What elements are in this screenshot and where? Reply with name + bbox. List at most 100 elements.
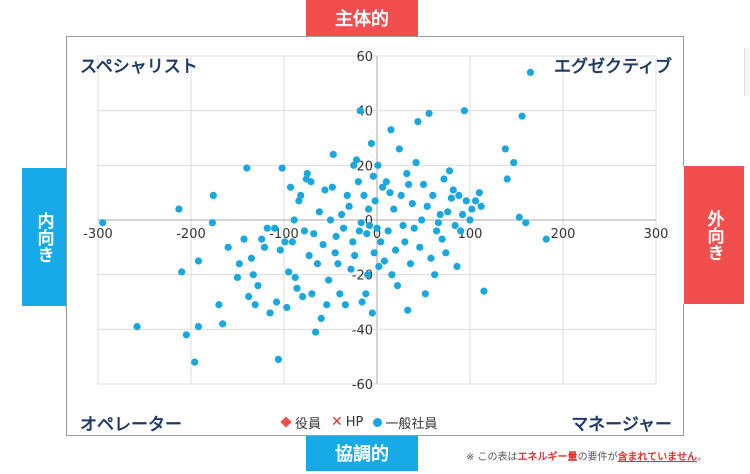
data-point <box>288 238 296 246</box>
data-point <box>278 164 286 172</box>
data-point <box>274 355 283 363</box>
data-point <box>419 180 428 189</box>
data-point <box>374 161 382 169</box>
footnote-prefix: ※ この表は <box>466 452 518 463</box>
data-point <box>440 175 448 183</box>
data-point <box>369 172 377 180</box>
legend-label: 役員 <box>295 416 322 432</box>
data-point <box>365 205 373 213</box>
data-point <box>384 227 392 235</box>
data-point <box>308 290 316 298</box>
data-point <box>382 178 390 186</box>
data-point <box>224 243 232 251</box>
data-point <box>247 254 256 262</box>
data-point <box>477 202 485 210</box>
data-point <box>254 282 262 290</box>
legend-item-executive[interactable]: 役員 <box>280 413 322 432</box>
footnote: ※ この表はエネルギー量の要件が含まれていません。 <box>466 448 707 463</box>
data-point <box>387 126 395 134</box>
data-point <box>460 107 469 115</box>
data-point <box>414 118 422 126</box>
circle-marker-icon <box>373 417 383 427</box>
data-point <box>442 249 450 257</box>
y-tick-label: 20 <box>356 159 373 174</box>
data-point <box>219 320 227 328</box>
data-point <box>351 251 359 260</box>
cooperative-label: 協調的 <box>306 435 418 471</box>
data-point <box>515 213 523 221</box>
data-point <box>345 202 353 210</box>
data-point <box>338 210 346 219</box>
data-point <box>317 314 325 322</box>
data-point <box>352 156 361 164</box>
data-point <box>436 210 444 219</box>
data-point <box>355 227 363 235</box>
quadrant-label-operator: オペレーター <box>80 415 182 435</box>
data-point <box>300 227 309 235</box>
data-point <box>358 298 366 306</box>
data-point <box>386 189 394 197</box>
x-tick-label: 200 <box>551 227 576 242</box>
data-point <box>243 164 251 172</box>
data-point <box>431 271 439 279</box>
data-point <box>215 301 223 309</box>
legend-item-employee[interactable]: 一般社員 <box>373 413 437 432</box>
data-point <box>336 290 344 298</box>
data-point <box>354 178 362 186</box>
legend-item-hp[interactable]: ✕ HP <box>331 415 363 430</box>
data-point <box>326 216 335 224</box>
data-point <box>341 301 349 309</box>
data-point <box>194 323 203 331</box>
data-point <box>290 216 298 224</box>
data-point <box>403 169 411 178</box>
data-point <box>329 150 337 158</box>
panel-border <box>683 36 684 166</box>
data-point <box>518 112 526 120</box>
data-point <box>258 235 266 243</box>
data-point <box>307 178 315 186</box>
data-point <box>399 221 407 230</box>
data-point <box>360 191 368 199</box>
data-point <box>367 139 376 148</box>
data-point <box>455 191 463 199</box>
data-point <box>240 235 248 243</box>
data-point <box>501 145 509 153</box>
quadrant-label-specialist: スペシャリスト <box>80 57 198 77</box>
data-point <box>208 219 216 227</box>
grid-lines <box>97 55 657 385</box>
data-point <box>375 262 383 271</box>
x-tick-label: 300 <box>644 227 669 242</box>
data-point <box>325 276 333 284</box>
data-point <box>503 175 511 183</box>
side-handle[interactable] <box>744 48 750 96</box>
data-point <box>416 243 424 251</box>
data-point <box>323 301 331 309</box>
data-point <box>233 273 242 281</box>
data-point <box>286 183 295 191</box>
data-point <box>458 210 467 219</box>
data-point <box>378 183 387 191</box>
y-tick-label: 60 <box>356 50 373 65</box>
data-point <box>412 159 420 167</box>
data-point <box>272 298 281 306</box>
y-tick-label: -60 <box>352 378 373 393</box>
panel-border <box>683 304 684 436</box>
data-point <box>271 224 279 232</box>
data-point <box>408 200 416 208</box>
x-tick-label: 0 <box>373 227 381 242</box>
data-point <box>466 216 474 224</box>
data-point <box>285 268 293 276</box>
data-point <box>522 219 530 227</box>
data-point <box>266 309 274 317</box>
quadrant-label-manager: マネージャー <box>571 415 672 435</box>
data-point <box>332 232 340 240</box>
data-point <box>405 180 413 189</box>
chart-panel <box>66 36 684 436</box>
data-point <box>182 331 190 339</box>
quadrant-label-executive: エグゼクティブ <box>554 57 672 77</box>
data-point <box>371 197 379 205</box>
data-point <box>245 292 253 301</box>
data-point <box>194 257 203 265</box>
data-point <box>251 301 259 309</box>
